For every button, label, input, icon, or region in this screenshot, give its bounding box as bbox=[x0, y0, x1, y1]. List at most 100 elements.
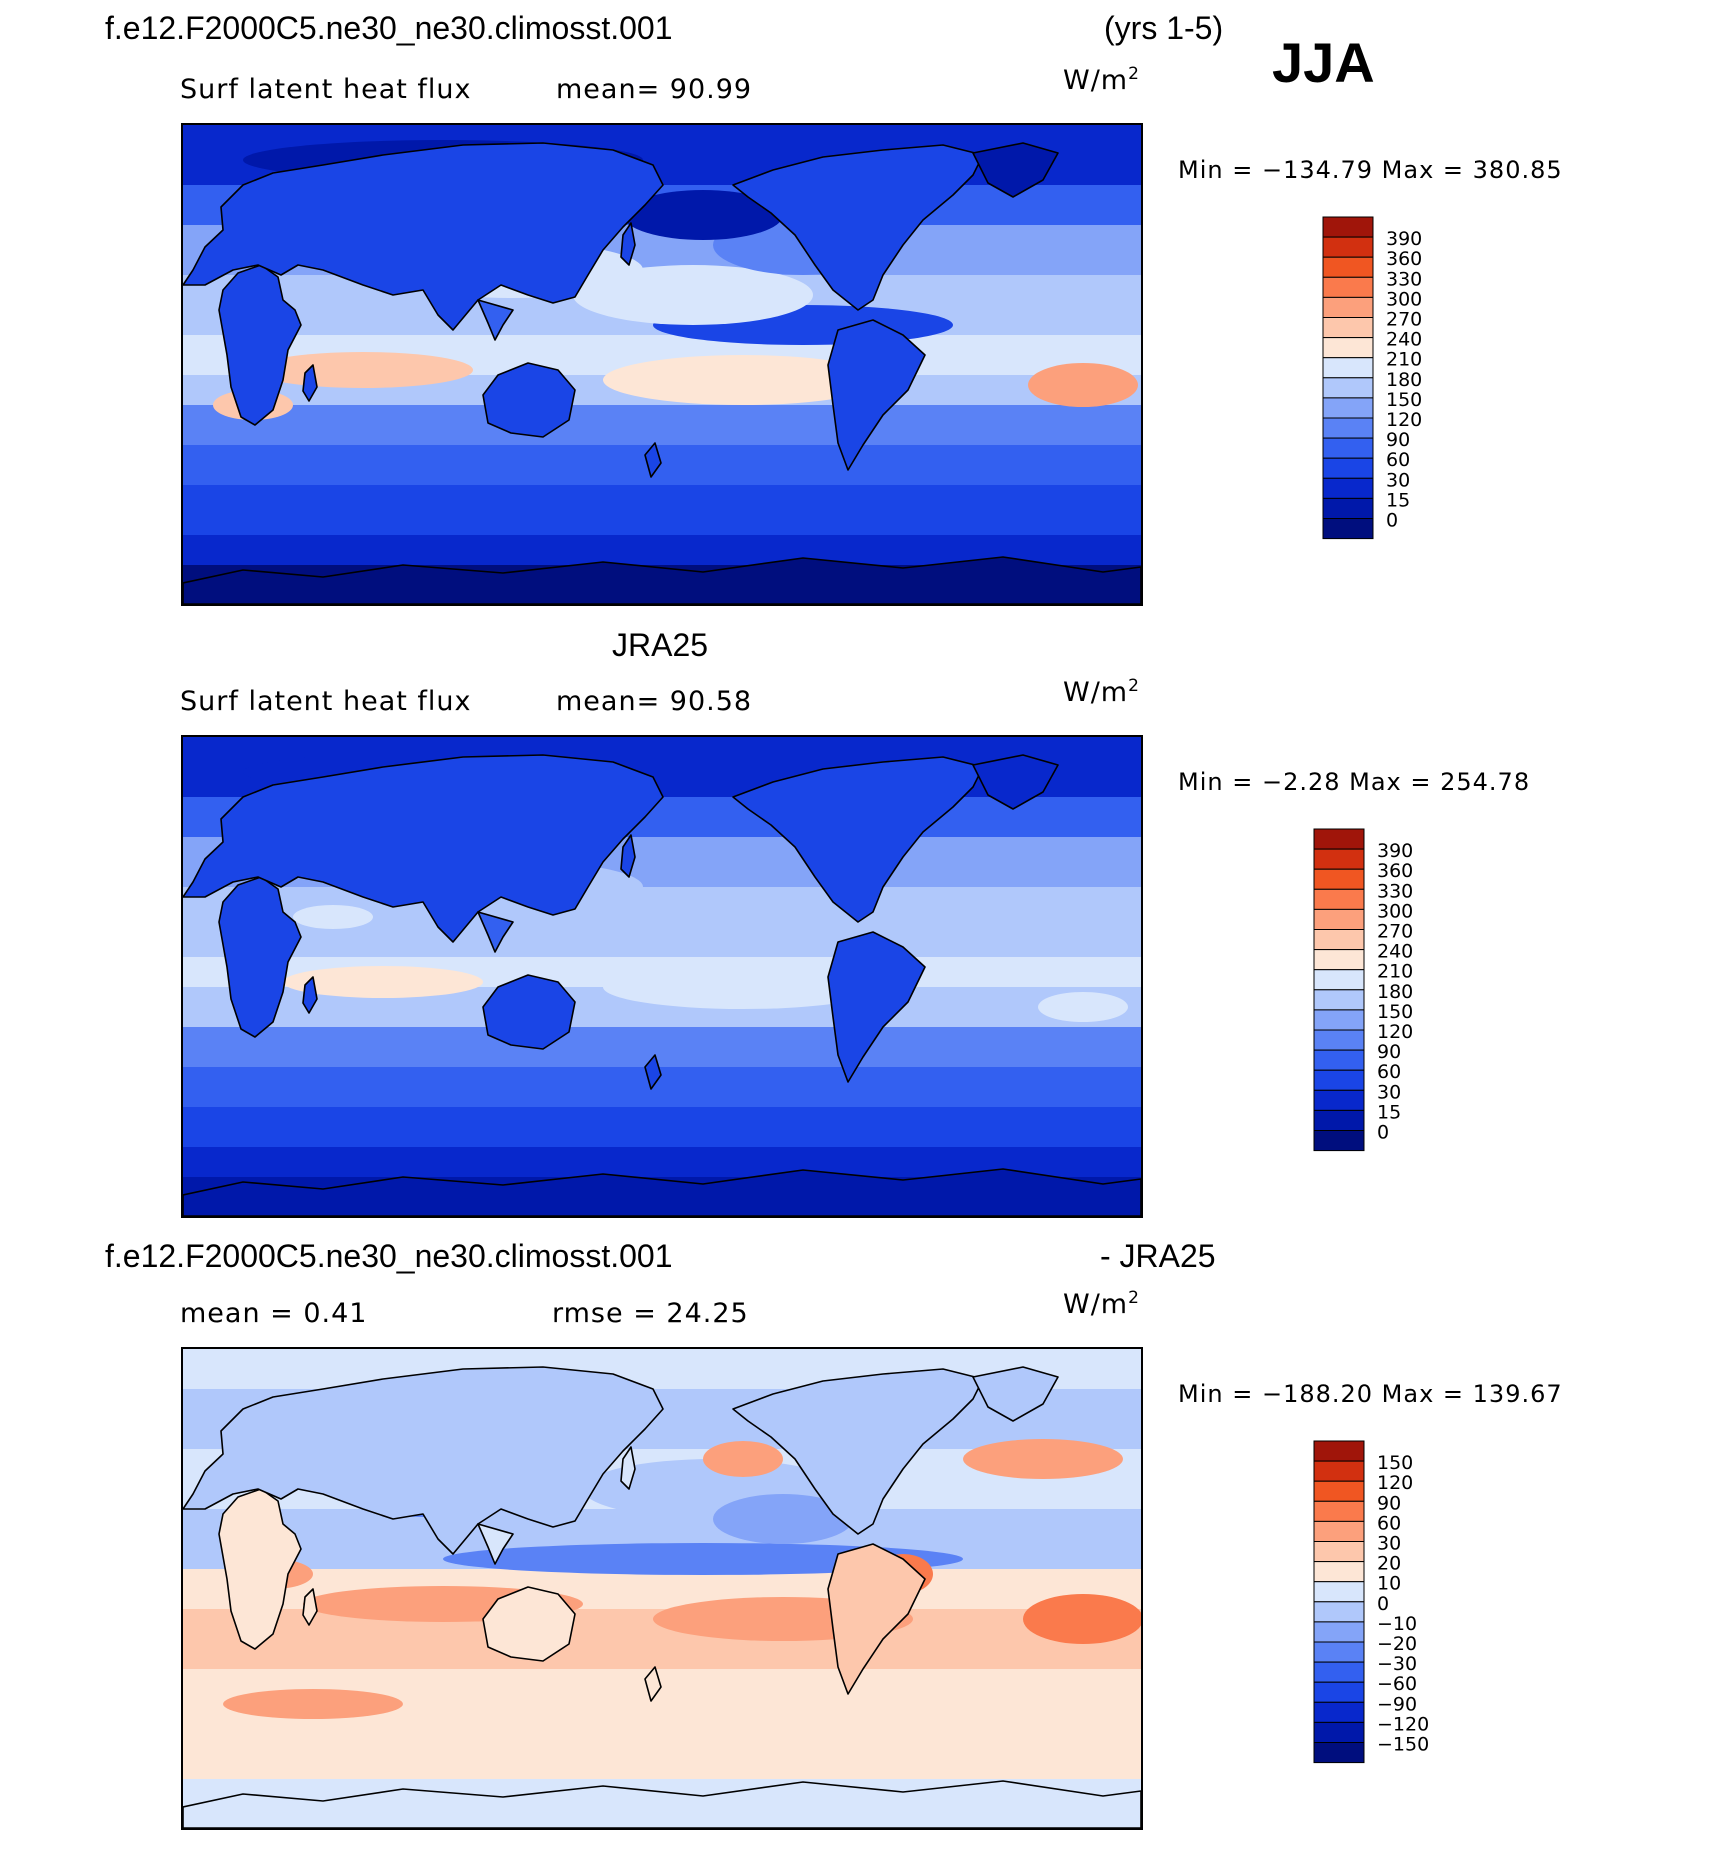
panel3-field bbox=[183, 1349, 1141, 1828]
panel1-colorbar-swatch bbox=[1322, 256, 1374, 278]
panel1-colorbar-tick-label: 360 bbox=[1386, 248, 1422, 270]
panel2-blob bbox=[603, 965, 883, 1009]
panel1-minmax: Min = −134.79 Max = 380.85 bbox=[1178, 156, 1563, 184]
panel3-colorbar-tick-label: −120 bbox=[1377, 1713, 1429, 1735]
panel2-colorbar-swatch bbox=[1313, 989, 1365, 1011]
panel2-colorbar-tick-label: 270 bbox=[1377, 921, 1413, 943]
panel1-coastline bbox=[183, 556, 1141, 604]
panel3-minmax: Min = −188.20 Max = 139.67 bbox=[1178, 1380, 1563, 1408]
panel3-colorbar-swatch bbox=[1313, 1460, 1365, 1482]
panel2-band bbox=[183, 1027, 1141, 1067]
panel3-coastline bbox=[218, 1488, 302, 1650]
panel2-colorbar-tick-label: 360 bbox=[1377, 860, 1413, 882]
panel2-coastline bbox=[732, 756, 984, 923]
panel3-colorbar-tick-label: −10 bbox=[1377, 1613, 1417, 1635]
panel1-band bbox=[183, 485, 1141, 535]
panel1-colorbar-swatch bbox=[1322, 317, 1374, 339]
panel1-coastline bbox=[477, 299, 514, 341]
panel1-colorbar-swatch bbox=[1322, 457, 1374, 479]
panel1-colorbar-swatch bbox=[1322, 216, 1374, 238]
panel1-coastline bbox=[644, 442, 662, 478]
panel1-blob bbox=[623, 190, 783, 240]
panel3-blob bbox=[963, 1439, 1123, 1479]
panel2-colorbar-tick-label: 90 bbox=[1377, 1041, 1401, 1063]
panel3-mean-label: mean = 0.41 bbox=[180, 1298, 368, 1329]
panel3-coastline bbox=[620, 1446, 636, 1490]
panel1-coastline bbox=[218, 264, 302, 426]
panel2-colorbar-tick-label: 15 bbox=[1377, 1101, 1401, 1123]
panel1-coastline bbox=[732, 144, 984, 311]
panel2-coastline bbox=[644, 1054, 662, 1090]
panel2-colorbar-swatch bbox=[1313, 888, 1365, 910]
panel2-colorbar-swatch bbox=[1313, 1049, 1365, 1071]
panel1-colorbar-swatch bbox=[1322, 497, 1374, 519]
panel2-colorbar: 390 360 330 300 270 240 210 180 150 120 90 60 30 15 0 bbox=[1313, 828, 1463, 1213]
panel2-colorbar-swatch bbox=[1313, 828, 1365, 850]
panel1-colorbar-tick-label: 270 bbox=[1386, 309, 1422, 331]
panel2-units: W/m2 bbox=[1063, 676, 1140, 708]
panel2-coastline bbox=[827, 931, 926, 1083]
panel3-colorbar-tick-label: −60 bbox=[1377, 1673, 1417, 1695]
panel3-colorbar-swatch bbox=[1313, 1681, 1365, 1703]
panel2-colorbar-tick-label: 150 bbox=[1377, 1001, 1413, 1023]
panel1-colorbar-tick-label: 90 bbox=[1386, 429, 1410, 451]
panel2-colorbar-swatch bbox=[1313, 848, 1365, 870]
panel2-field bbox=[183, 737, 1141, 1216]
panel1-colorbar-tick-label: 240 bbox=[1386, 329, 1422, 351]
panel2-colorbar-tick-label: 210 bbox=[1377, 961, 1413, 983]
panel2-colorbar-tick-label: 180 bbox=[1377, 981, 1413, 1003]
panel3-colorbar-tick-label: −90 bbox=[1377, 1693, 1417, 1715]
panel1-coastline bbox=[620, 222, 636, 266]
panel2-colorbar-swatch bbox=[1313, 868, 1365, 890]
panel1-coastline bbox=[183, 142, 664, 331]
panel2-colorbar-tick-label: 30 bbox=[1377, 1081, 1401, 1103]
panel3-coastline bbox=[477, 1523, 514, 1565]
panel1-colorbar-swatch bbox=[1322, 236, 1374, 258]
panel3-units: W/m2 bbox=[1063, 1288, 1140, 1320]
panel2-colorbar-tick-label: 330 bbox=[1377, 880, 1413, 902]
panel2-colorbar-tick-label: 60 bbox=[1377, 1061, 1401, 1083]
panel3-blob bbox=[1023, 1594, 1141, 1644]
panel3-colorbar-swatch bbox=[1313, 1721, 1365, 1743]
panel2-colorbar-tick-label: 300 bbox=[1377, 900, 1413, 922]
panel3-coastline bbox=[972, 1366, 1059, 1422]
panel2-colorbar-swatch bbox=[1313, 949, 1365, 971]
panel3-colorbar: 150 120 90 60 30 20 10 0 −10 −20 −30 −60 −90 −120 −150 bbox=[1313, 1440, 1463, 1825]
panel3-colorbar-tick-label: 150 bbox=[1377, 1452, 1413, 1474]
panel3-blob bbox=[443, 1543, 963, 1575]
panel2-colorbar-swatch bbox=[1313, 908, 1365, 931]
panel2-colorbar-tick-label: 0 bbox=[1377, 1122, 1389, 1144]
panel3-colorbar-tick-label: −20 bbox=[1377, 1633, 1417, 1655]
panel2-colorbar-swatch bbox=[1313, 929, 1365, 951]
panel3-colorbar-tick-label: −150 bbox=[1377, 1734, 1429, 1756]
panel1-blob bbox=[573, 265, 813, 325]
panel1-colorbar-tick-label: 15 bbox=[1386, 489, 1410, 511]
panel3-colorbar-swatch bbox=[1313, 1661, 1365, 1683]
panel3-coastline bbox=[827, 1543, 926, 1695]
panel3-colorbar-tick-label: 0 bbox=[1377, 1593, 1389, 1615]
panel1-colorbar: 390 360 330 300 270 240 210 180 150 120 90 60 30 15 0 bbox=[1322, 216, 1472, 601]
panel2-coastline bbox=[183, 754, 664, 943]
panel3-coastline bbox=[183, 1366, 664, 1555]
panel1-colorbar-tick-label: 180 bbox=[1386, 369, 1422, 391]
case-title: f.e12.F2000C5.ne30_ne30.climosst.001 bbox=[105, 10, 673, 46]
panel3-blob bbox=[703, 1441, 783, 1477]
panel1-coastline bbox=[302, 364, 318, 402]
panel1-coastline bbox=[482, 362, 576, 438]
panel3-colorbar-swatch bbox=[1313, 1621, 1365, 1643]
panel2-coastline bbox=[302, 976, 318, 1014]
panel1-colorbar-tick-label: 0 bbox=[1386, 510, 1398, 532]
panel1-colorbar-tick-label: 210 bbox=[1386, 349, 1422, 371]
panel3-colorbar-swatch bbox=[1313, 1520, 1365, 1543]
panel1-units: W/m2 bbox=[1063, 64, 1140, 96]
panel1-colorbar-swatch bbox=[1322, 397, 1374, 419]
panel2-colorbar-swatch bbox=[1313, 1130, 1365, 1152]
panel2-coastline bbox=[972, 754, 1059, 810]
panel3-colorbar-swatch bbox=[1313, 1601, 1365, 1623]
panel3-colorbar-swatch bbox=[1313, 1742, 1365, 1764]
panel1-colorbar-swatch bbox=[1322, 296, 1374, 319]
panel1-colorbar-swatch bbox=[1322, 437, 1374, 459]
panel2-coastline bbox=[482, 974, 576, 1050]
panel1-blob bbox=[603, 355, 883, 405]
